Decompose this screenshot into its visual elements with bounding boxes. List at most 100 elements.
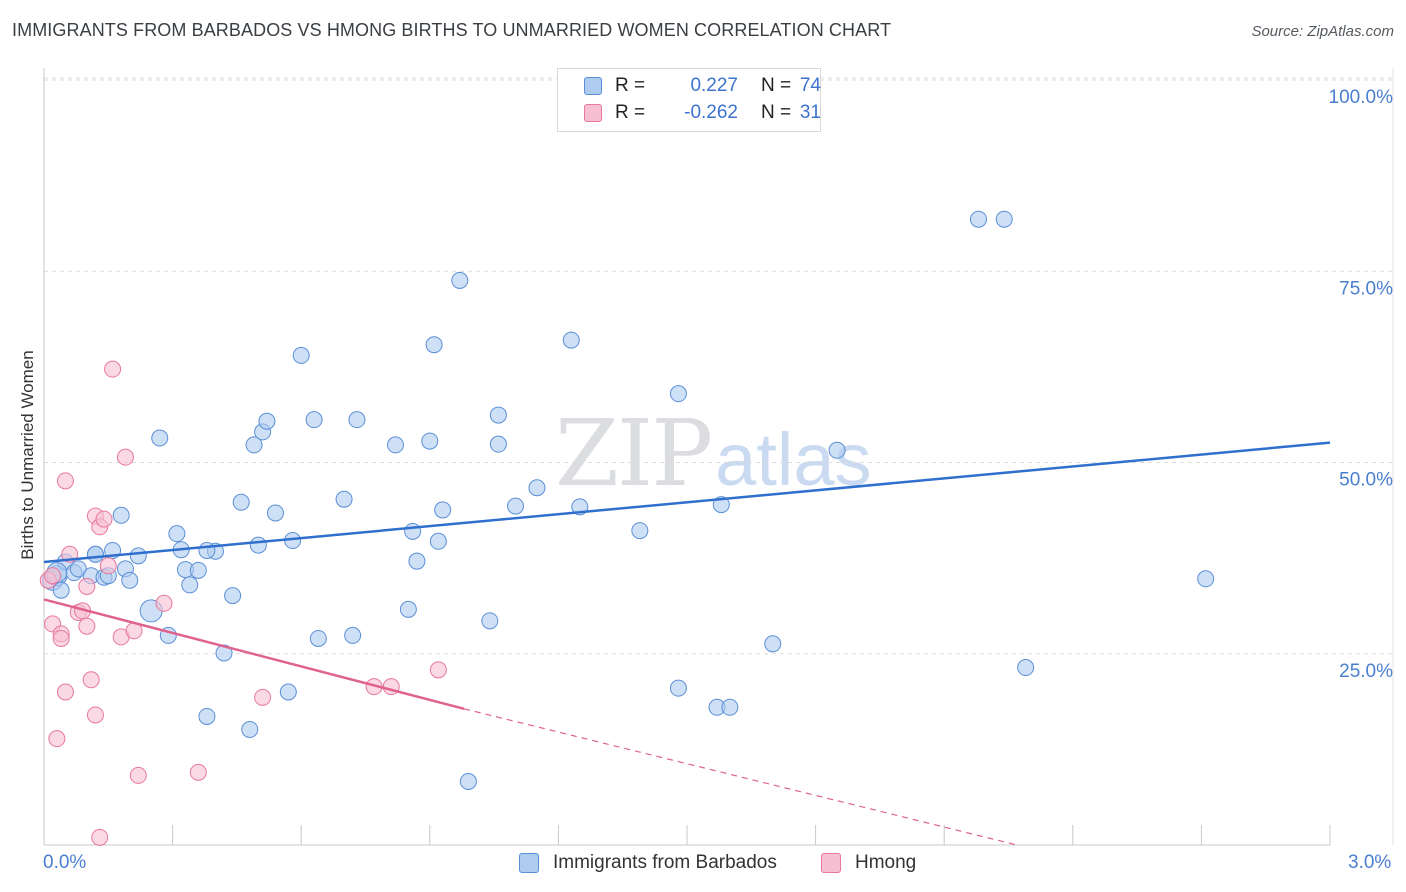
point-barbados — [489, 435, 507, 453]
r-label: R = — [615, 102, 646, 123]
point-barbados — [181, 576, 199, 594]
legend-swatch-hmong — [821, 853, 841, 873]
point-barbados — [995, 210, 1013, 228]
point-hmong — [78, 577, 96, 595]
point-barbados — [669, 385, 687, 403]
point-hmong — [104, 360, 122, 378]
legend-label-hmong: Hmong — [855, 852, 917, 873]
point-barbados — [224, 587, 242, 605]
point-barbados — [215, 644, 233, 662]
point-barbados — [241, 720, 259, 738]
point-hmong — [129, 766, 147, 784]
point-hmong — [99, 557, 117, 575]
trend-line-barbados — [43, 441, 1331, 564]
r-label: R = — [615, 75, 646, 96]
axes — [43, 68, 1394, 846]
point-barbados — [232, 493, 250, 511]
point-barbados — [969, 210, 987, 228]
point-hmong — [116, 448, 134, 466]
y-tick-label: 75.0% — [1339, 278, 1393, 299]
point-barbados — [198, 541, 216, 559]
point-barbados — [507, 497, 525, 515]
n-value: 31 — [799, 102, 821, 123]
point-barbados — [1017, 659, 1035, 677]
point-barbados — [151, 429, 169, 447]
point-barbados — [245, 436, 263, 454]
point-barbados — [459, 773, 477, 791]
point-barbados — [52, 581, 70, 599]
stats-swatch-barbados — [584, 77, 602, 95]
point-barbados — [562, 331, 580, 349]
point-hmong — [254, 688, 272, 706]
point-barbados — [764, 635, 782, 653]
stats-swatch-hmong — [584, 104, 602, 122]
point-barbados — [828, 441, 846, 459]
point-barbados — [86, 545, 104, 563]
point-barbados — [631, 522, 649, 540]
point-barbados — [348, 411, 366, 429]
point-barbados — [112, 506, 130, 524]
point-barbados — [266, 504, 284, 522]
x-tick-label-min: 0.0% — [43, 852, 87, 873]
point-barbados — [721, 698, 739, 716]
legend: Immigrants from Barbados Hmong — [0, 852, 1406, 878]
point-barbados — [249, 536, 267, 554]
y-tick-label: 25.0% — [1339, 661, 1393, 682]
point-barbados — [344, 626, 362, 644]
point-hmong — [189, 763, 207, 781]
r-value: 0.227 — [690, 75, 738, 96]
point-barbados — [292, 346, 310, 364]
trend-line-hmong — [43, 598, 465, 711]
point-barbados — [258, 412, 276, 430]
n-label: N = — [761, 102, 792, 123]
point-barbados — [489, 406, 507, 424]
point-hmong — [91, 828, 109, 846]
y-tick-label: 50.0% — [1339, 470, 1393, 491]
n-label: N = — [761, 75, 792, 96]
n-value: 74 — [799, 75, 821, 96]
point-hmong — [429, 661, 447, 679]
r-value: -0.262 — [684, 102, 738, 123]
point-barbados — [305, 411, 323, 429]
x-tick-label-max: 3.0% — [1348, 852, 1392, 873]
point-barbados — [1197, 570, 1215, 588]
point-hmong — [56, 683, 74, 701]
point-hmong — [95, 510, 113, 528]
point-barbados — [335, 490, 353, 508]
point-hmong — [44, 567, 62, 585]
trend-line-hmong-extrapolated — [463, 708, 1018, 846]
correlation-stats-box: R = 0.227 N = 74 R = -0.262 N = 31 — [557, 68, 821, 132]
y-tick-label: 100.0% — [1329, 87, 1394, 108]
point-barbados — [451, 271, 469, 289]
point-barbados — [399, 600, 417, 618]
point-barbados — [408, 552, 426, 570]
legend-label-barbados: Immigrants from Barbados — [553, 852, 777, 873]
point-hmong — [82, 671, 100, 689]
point-hmong — [56, 472, 74, 490]
point-barbados — [279, 683, 297, 701]
point-barbados — [481, 612, 499, 630]
point-hmong — [155, 594, 173, 612]
point-barbados — [669, 679, 687, 697]
point-barbados — [309, 629, 327, 647]
point-hmong — [48, 730, 66, 748]
data-points — [39, 210, 1215, 846]
point-hmong — [86, 706, 104, 724]
point-barbados — [421, 432, 439, 450]
point-barbados — [387, 436, 405, 454]
chart-source: Source: ZipAtlas.com — [1251, 23, 1394, 40]
point-barbados — [198, 707, 216, 725]
point-barbados — [168, 525, 186, 543]
y-tick-labels: 100.0% 75.0% 50.0% 25.0% — [1329, 87, 1394, 682]
point-barbados — [429, 532, 447, 550]
point-barbados — [121, 571, 139, 589]
point-barbados — [434, 501, 452, 519]
chart-title: IMMIGRANTS FROM BARBADOS VS HMONG BIRTHS… — [12, 20, 892, 40]
point-hmong — [78, 617, 96, 635]
point-barbados — [189, 561, 207, 579]
point-barbados — [404, 522, 422, 540]
point-barbados — [528, 479, 546, 497]
gridlines — [44, 77, 1393, 655]
trend-lines — [43, 441, 1331, 846]
